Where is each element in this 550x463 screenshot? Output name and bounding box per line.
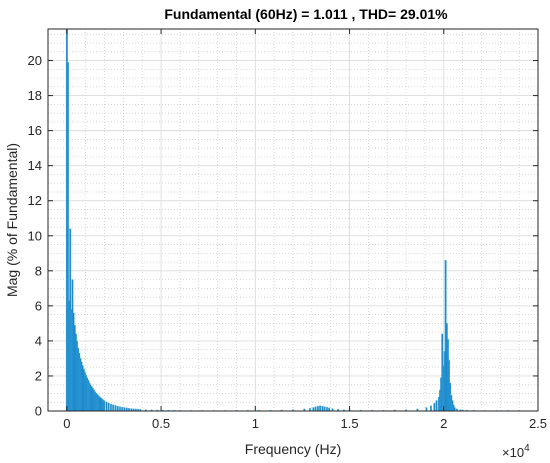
- bar: [119, 406, 121, 412]
- x-axis-exponent-power: 4: [524, 443, 530, 454]
- bar: [325, 406, 328, 412]
- bar: [123, 407, 126, 412]
- y-axis-label: Mag (% of Fundamental): [4, 143, 20, 297]
- axis-ticks: [48, 29, 539, 412]
- bar: [321, 405, 324, 412]
- bar: [105, 401, 108, 412]
- bar: [316, 405, 319, 412]
- plot-frame: [47, 28, 539, 412]
- bar: [319, 405, 322, 412]
- bar: [116, 405, 119, 412]
- x-axis-label: Frequency (Hz): [245, 441, 341, 457]
- y-tick-labels: 0 2 4 6 8 10 12 14 16 18 20: [28, 53, 42, 418]
- chart-title: Fundamental (60Hz) = 1.011 , THD= 29.01%: [164, 6, 448, 22]
- y-tick-label: 4: [35, 333, 42, 348]
- bar: [425, 407, 428, 412]
- y-tick-label: 2: [35, 368, 42, 383]
- bar: [453, 407, 456, 412]
- x-tick-label: 1.5: [340, 416, 358, 431]
- y-tick-label: 18: [28, 88, 42, 103]
- bar: [121, 406, 124, 412]
- bar: [429, 405, 432, 412]
- y-tick-label: 10: [28, 228, 42, 243]
- bar: [433, 402, 436, 412]
- bar: [312, 407, 315, 412]
- y-tick-label: 6: [35, 298, 42, 313]
- y-tick-label: 8: [35, 263, 42, 278]
- x-axis-exponent-base: ×10: [502, 445, 524, 460]
- y-tick-label: 20: [28, 53, 42, 68]
- bar: [435, 400, 438, 412]
- bar: [114, 405, 117, 412]
- x-tick-label: 2: [440, 416, 447, 431]
- bar: [112, 404, 115, 412]
- y-tick-label: 12: [28, 193, 42, 208]
- x-tick-label: 1: [252, 416, 259, 431]
- bar: [323, 406, 326, 412]
- bar: [314, 406, 317, 412]
- y-tick-label: 0: [35, 404, 42, 419]
- x-tick-label: 2.5: [529, 416, 547, 431]
- x-tick-label: 0: [63, 416, 70, 431]
- x-axis-exponent: ×104: [502, 443, 530, 460]
- bar: [107, 402, 110, 412]
- minor-grid: [47, 29, 538, 411]
- x-tick-labels: 0 0.5 1 1.5 2 2.5: [63, 416, 547, 431]
- y-tick-label: 14: [28, 158, 42, 173]
- y-tick-label: 16: [28, 123, 42, 138]
- x-tick-label: 0.5: [152, 416, 170, 431]
- bar: [110, 403, 112, 412]
- bar: [103, 400, 106, 412]
